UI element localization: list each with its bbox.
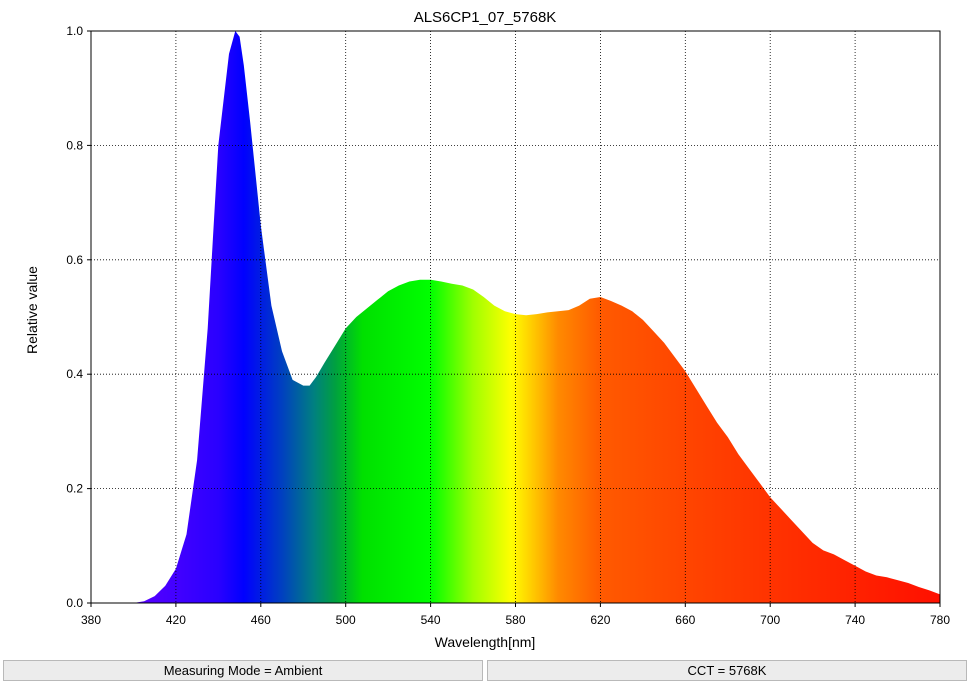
x-axis-label: Wavelength[nm]: [435, 634, 536, 650]
x-tick-label: 380: [81, 613, 101, 627]
y-tick-label: 0.8: [66, 138, 83, 152]
x-tick-label: 540: [421, 613, 441, 627]
spectrum-chart: ALS6CP1_07_5768K 380 420 460 500 540 580 620 66…: [24, 9, 950, 650]
chart-title: ALS6CP1_07_5768K: [414, 9, 557, 26]
x-tick-label: 500: [336, 613, 356, 627]
status-bar: Measuring Mode = Ambient CCT = 5768K: [0, 658, 970, 683]
x-tick-label: 780: [930, 613, 950, 627]
y-tick-label: 0.0: [66, 596, 83, 610]
y-tick-label: 0.4: [66, 367, 83, 381]
x-tick-label: 420: [166, 613, 186, 627]
y-tick-label: 1.0: [66, 24, 83, 38]
y-axis-label: Relative value: [24, 266, 40, 354]
measuring-mode-status: Measuring Mode = Ambient: [3, 660, 483, 681]
x-tick-label: 460: [251, 613, 271, 627]
cct-status: CCT = 5768K: [487, 660, 967, 681]
y-tick-label: 0.6: [66, 253, 83, 267]
spectrum-area: [133, 31, 940, 603]
x-tick-label: 620: [590, 613, 610, 627]
x-tick-label: 700: [760, 613, 780, 627]
x-tick-label: 740: [845, 613, 865, 627]
x-tick-label: 660: [675, 613, 695, 627]
y-tick-label: 0.2: [66, 482, 83, 496]
x-tick-label: 580: [505, 613, 525, 627]
